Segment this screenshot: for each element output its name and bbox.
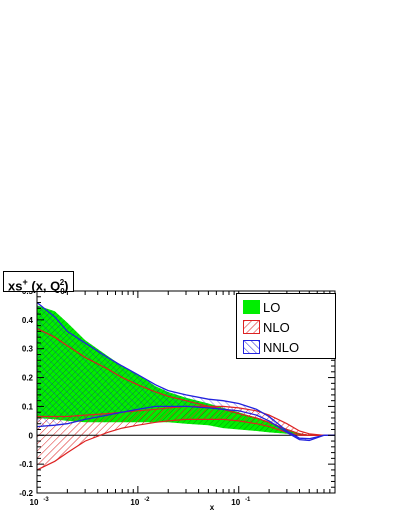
line-nnlo-lower xyxy=(36,405,335,442)
y-tick-label: 0.2 xyxy=(22,374,34,383)
legend-entry-nnlo: NNLO xyxy=(243,338,299,356)
legend-label-nlo: NLO xyxy=(263,319,290,335)
title-sub: 0 xyxy=(60,286,65,296)
y-tick-label: 0.3 xyxy=(22,345,34,354)
band-nnlo xyxy=(37,302,335,441)
x-tick-label: 10 xyxy=(30,498,39,507)
title-close: ) xyxy=(64,278,69,294)
x-tick-exponent: -2 xyxy=(144,497,150,503)
y-tick-label: -0.1 xyxy=(19,460,33,469)
y-tick-label: 0.1 xyxy=(22,402,34,411)
x-tick-label: 10 xyxy=(130,498,139,507)
legend-entry-nlo: NLO xyxy=(243,318,290,336)
x-tick-label: 10 xyxy=(231,498,240,507)
legend-entry-lo: LO xyxy=(243,298,280,316)
title-sup: 2 xyxy=(59,278,65,287)
axes-layer: -0.2-0.100.10.20.30.40.510-310-210-1x xyxy=(19,287,336,512)
legend-swatch-nnlo xyxy=(243,340,260,354)
y-tick-label: -0.2 xyxy=(19,489,33,498)
x-tick-exponent: -3 xyxy=(43,497,49,503)
line-nnlo-upper xyxy=(36,301,335,440)
x-axis-label: x xyxy=(210,503,215,512)
title-args: (x, Q xyxy=(31,278,61,294)
y-tick-label: 0.4 xyxy=(22,316,34,325)
y-tick-label: 0 xyxy=(29,431,34,440)
line-nlo-upper xyxy=(37,405,335,436)
legend-label-nnlo: NNLO xyxy=(263,339,300,355)
chart-title: xs+ (x, Q02) xyxy=(3,271,74,296)
legend-swatch-nlo xyxy=(243,320,260,334)
bands-layer xyxy=(37,302,335,470)
lines-layer xyxy=(36,301,335,471)
title-plus: + xyxy=(22,277,28,287)
legend-label-lo: LO xyxy=(263,299,281,315)
line-nlo-lower xyxy=(36,418,335,471)
legend-swatch-lo xyxy=(243,300,260,314)
band-nlo xyxy=(37,406,335,470)
title-main: xs xyxy=(8,278,23,294)
legend: LO NLO NNLO xyxy=(236,293,336,359)
line-nlo-central xyxy=(36,327,335,436)
x-tick-exponent: -1 xyxy=(245,497,251,503)
